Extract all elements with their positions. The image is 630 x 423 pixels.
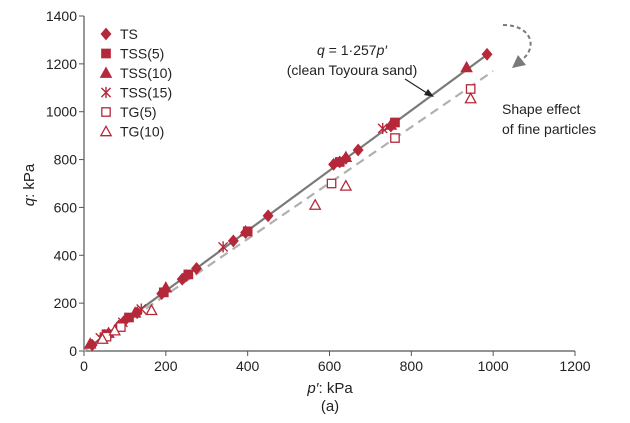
legend: TS TSS(5) TSS(10) TSS(15) TG(5) TG(10) xyxy=(99,26,172,140)
point-ts xyxy=(191,262,202,275)
point-tg-10 xyxy=(308,198,322,210)
y-tick-label: 600 xyxy=(54,199,78,215)
tick-labels: 0 200 400 600 800 1000 1200 0 200 400 600 800 1000 12… xyxy=(46,8,591,374)
point-tg-5 xyxy=(326,178,337,189)
point-tg-10 xyxy=(339,179,353,191)
x-tick-label: 400 xyxy=(236,358,260,374)
point-tss-10 xyxy=(83,337,97,349)
point-tg-10 xyxy=(464,92,477,104)
point-tss-10 xyxy=(460,60,473,73)
x-axis-title: p′: kPa xyxy=(306,380,353,397)
shape-effect-text-line1: Shape effect xyxy=(502,101,580,117)
point-ts xyxy=(262,209,274,223)
legend-label-ts: TS xyxy=(120,26,138,42)
x-tick-label: 600 xyxy=(318,358,342,374)
point-tss-10 xyxy=(159,281,173,293)
shape-effect-arrow xyxy=(502,24,532,63)
x-tick-label: 200 xyxy=(154,358,178,374)
y-tick-label: 800 xyxy=(54,152,78,168)
legend-label-tss-5: TSS(5) xyxy=(120,46,164,62)
y-tick-label: 200 xyxy=(54,295,78,311)
legend-marker-tss-5 xyxy=(101,48,111,59)
point-tg-10 xyxy=(108,324,121,336)
fit-line-label: q = 1·257p′ xyxy=(317,42,388,58)
y-tick-label: 400 xyxy=(54,247,78,263)
fit-line-fine-particles xyxy=(83,70,494,352)
legend-label-tss-15: TSS(15) xyxy=(120,85,172,101)
fit-line-label-arrowhead xyxy=(424,89,434,97)
y-axis-title: q: kPa xyxy=(21,163,38,206)
x-tick-label: 0 xyxy=(80,358,88,374)
fit-lines xyxy=(83,53,494,352)
point-tg-10 xyxy=(145,303,158,316)
point-tss-5 xyxy=(183,269,194,280)
point-ts xyxy=(481,47,493,61)
point-tg-5 xyxy=(390,133,400,143)
axes xyxy=(79,15,576,356)
x-tick-label: 1200 xyxy=(559,358,590,374)
point-tss-15 xyxy=(218,241,229,253)
y-tick-label: 0 xyxy=(69,343,77,359)
legend-label-tg-10: TG(10) xyxy=(120,124,164,140)
point-tss-10 xyxy=(384,118,398,130)
y-tick-label: 1000 xyxy=(46,104,77,120)
legend-marker-tg-5 xyxy=(101,107,111,117)
data-points xyxy=(83,47,493,352)
x-tick-label: 800 xyxy=(400,358,424,374)
legend-label-tg-5: TG(5) xyxy=(120,104,157,120)
legend-marker-tg-10 xyxy=(99,124,113,137)
fit-line-clean-sand xyxy=(83,53,488,352)
y-tick-label: 1200 xyxy=(46,56,77,72)
legend-label-tss-10: TSS(10) xyxy=(120,65,172,81)
x-tick-label: 1000 xyxy=(478,358,509,374)
y-tick-label: 1400 xyxy=(46,8,77,24)
point-tg-5 xyxy=(465,84,476,94)
panel-label: (a) xyxy=(321,398,339,415)
point-tss-15 xyxy=(377,122,388,135)
shape-effect-arrowhead xyxy=(512,55,526,68)
legend-marker-tss-10 xyxy=(99,66,113,78)
shape-effect-text-line2: of fine particles xyxy=(502,121,596,137)
point-tg-10 xyxy=(96,332,109,344)
point-ts xyxy=(227,234,239,248)
point-tss-15 xyxy=(136,303,147,315)
point-tss-10 xyxy=(239,224,252,237)
point-tss-10 xyxy=(339,150,353,163)
point-ts xyxy=(352,143,364,157)
legend-marker-tss-15 xyxy=(100,86,112,99)
fit-line-note: (clean Toyoura sand) xyxy=(287,62,417,78)
point-tg-5 xyxy=(115,322,126,332)
legend-marker-ts xyxy=(100,27,112,41)
